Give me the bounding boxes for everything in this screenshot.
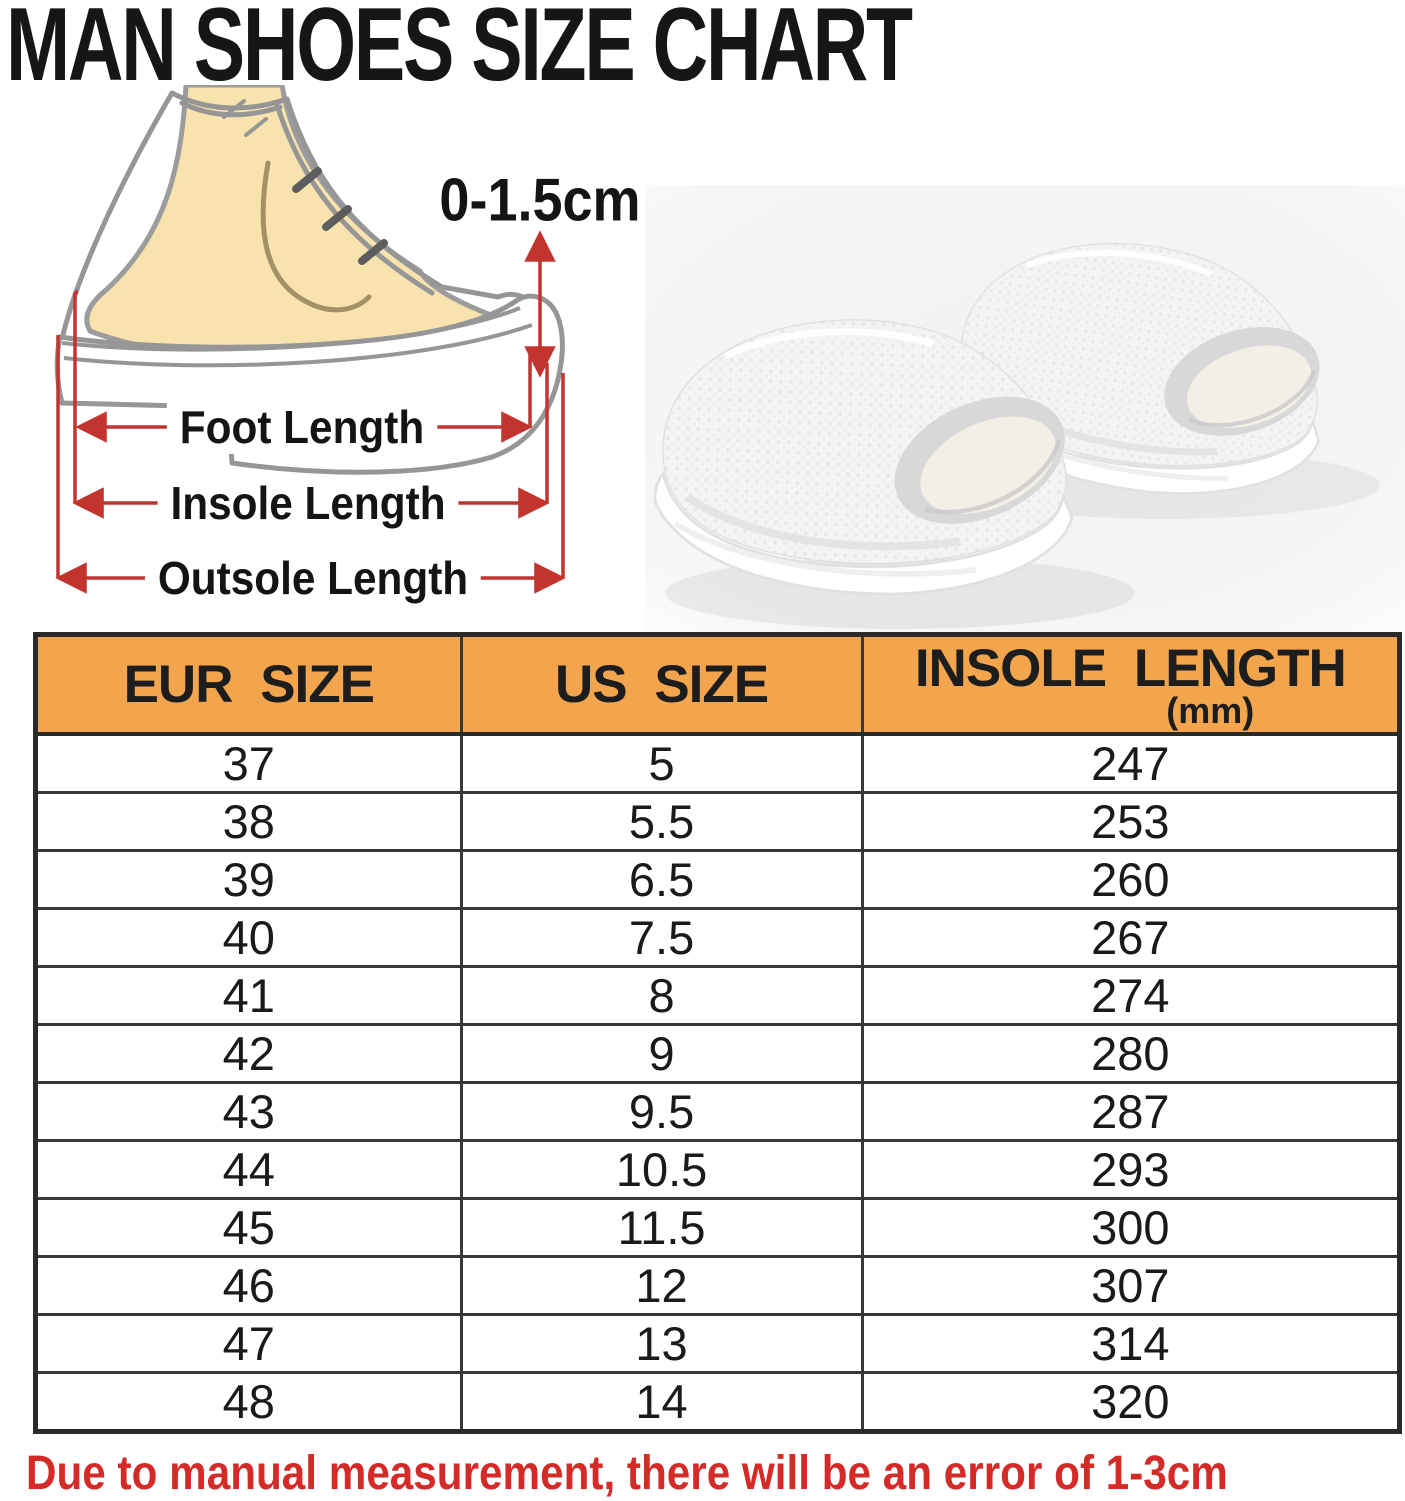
header-label: US SIZE (554, 654, 769, 714)
table-cell: 43 (34, 1080, 463, 1142)
table-cell: 267 (860, 906, 1402, 968)
lace-hooks (292, 167, 388, 265)
table-cell: 247 (860, 732, 1402, 794)
table-cell: 40 (34, 906, 463, 968)
header-unit-label: (mm) (1166, 689, 1255, 731)
size-table: EUR SIZE US SIZE INSOLE LENGTH (mm) 37 5 2… (33, 632, 1402, 1434)
table-cell: 307 (860, 1254, 1402, 1316)
table-cell: 253 (860, 790, 1402, 852)
table-cell: 9.5 (459, 1080, 864, 1142)
table-cell: 11.5 (459, 1196, 864, 1258)
table-cell: 314 (860, 1312, 1402, 1374)
table-row: 43 9.5 287 (34, 1080, 1402, 1142)
table-row: 45 11.5 300 (34, 1196, 1402, 1258)
table-cell: 274 (860, 964, 1402, 1026)
slippers-illustration (645, 185, 1405, 633)
measurement-label-insole-length: Insole Length (157, 476, 459, 530)
table-cell: 38 (34, 790, 463, 852)
table-cell: 13 (459, 1312, 864, 1374)
table-cell: 7.5 (459, 906, 864, 968)
table-cell: 8 (459, 964, 864, 1026)
foot-measurement-diagram: 0-1.5cm Foot Length Insole Length Outsol… (0, 85, 690, 640)
table-cell: 37 (34, 732, 463, 794)
table-row: 48 14 320 (34, 1370, 1402, 1433)
table-cell: 42 (34, 1022, 463, 1084)
footnote: Due to manual measurement, there will be… (26, 1447, 1228, 1500)
table-cell: 260 (860, 848, 1402, 910)
table-cell: 300 (860, 1196, 1402, 1258)
table-cell: 293 (860, 1138, 1402, 1200)
table-row: 37 5 247 (34, 732, 1402, 794)
table-cell: 46 (34, 1254, 463, 1316)
table-cell: 9 (459, 1022, 864, 1084)
tolerance-label: 0-1.5cm (439, 166, 641, 234)
table-row: 47 13 314 (34, 1312, 1402, 1374)
table-cell: 6.5 (459, 848, 864, 910)
slippers-photo (645, 185, 1405, 633)
table-cell: 14 (459, 1370, 864, 1433)
header-cell-insole-length: INSOLE LENGTH (mm) (860, 633, 1402, 736)
table-row: 44 10.5 293 (34, 1138, 1402, 1200)
table-row: 42 9 280 (34, 1022, 1402, 1084)
shoe-foot-illustration (54, 85, 566, 594)
table-row: 38 5.5 253 (34, 790, 1402, 852)
table-cell: 39 (34, 848, 463, 910)
page-title: MAN SHOES SIZE CHART (6, 0, 913, 103)
table-cell: 5.5 (459, 790, 864, 852)
table-cell: 5 (459, 732, 864, 794)
measurement-label-outsole-length: Outsole Length (144, 551, 482, 605)
header-label: EUR SIZE (123, 654, 375, 714)
table-cell: 45 (34, 1196, 463, 1258)
header-label: INSOLE LENGTH (914, 638, 1347, 698)
size-table-body: 37 5 247 38 5.5 253 39 6.5 260 40 7.5 267 41 8 274 42 9 2… (34, 732, 1402, 1433)
table-cell: 280 (860, 1022, 1402, 1084)
table-cell: 287 (860, 1080, 1402, 1142)
table-cell: 44 (34, 1138, 463, 1200)
table-row: 39 6.5 260 (34, 848, 1402, 910)
header-cell-us-size: US SIZE (459, 633, 864, 736)
table-header-row: EUR SIZE US SIZE INSOLE LENGTH (mm) (34, 633, 1402, 736)
table-cell: 41 (34, 964, 463, 1026)
table-cell: 10.5 (459, 1138, 864, 1200)
table-cell: 12 (459, 1254, 864, 1316)
table-row: 41 8 274 (34, 964, 1402, 1026)
table-row: 46 12 307 (34, 1254, 1402, 1316)
table-row: 40 7.5 267 (34, 906, 1402, 968)
measurement-label-foot-length: Foot Length (166, 400, 438, 454)
table-cell: 48 (34, 1370, 463, 1433)
table-cell: 320 (860, 1370, 1402, 1433)
header-cell-eur-size: EUR SIZE (34, 633, 463, 736)
table-cell: 47 (34, 1312, 463, 1374)
